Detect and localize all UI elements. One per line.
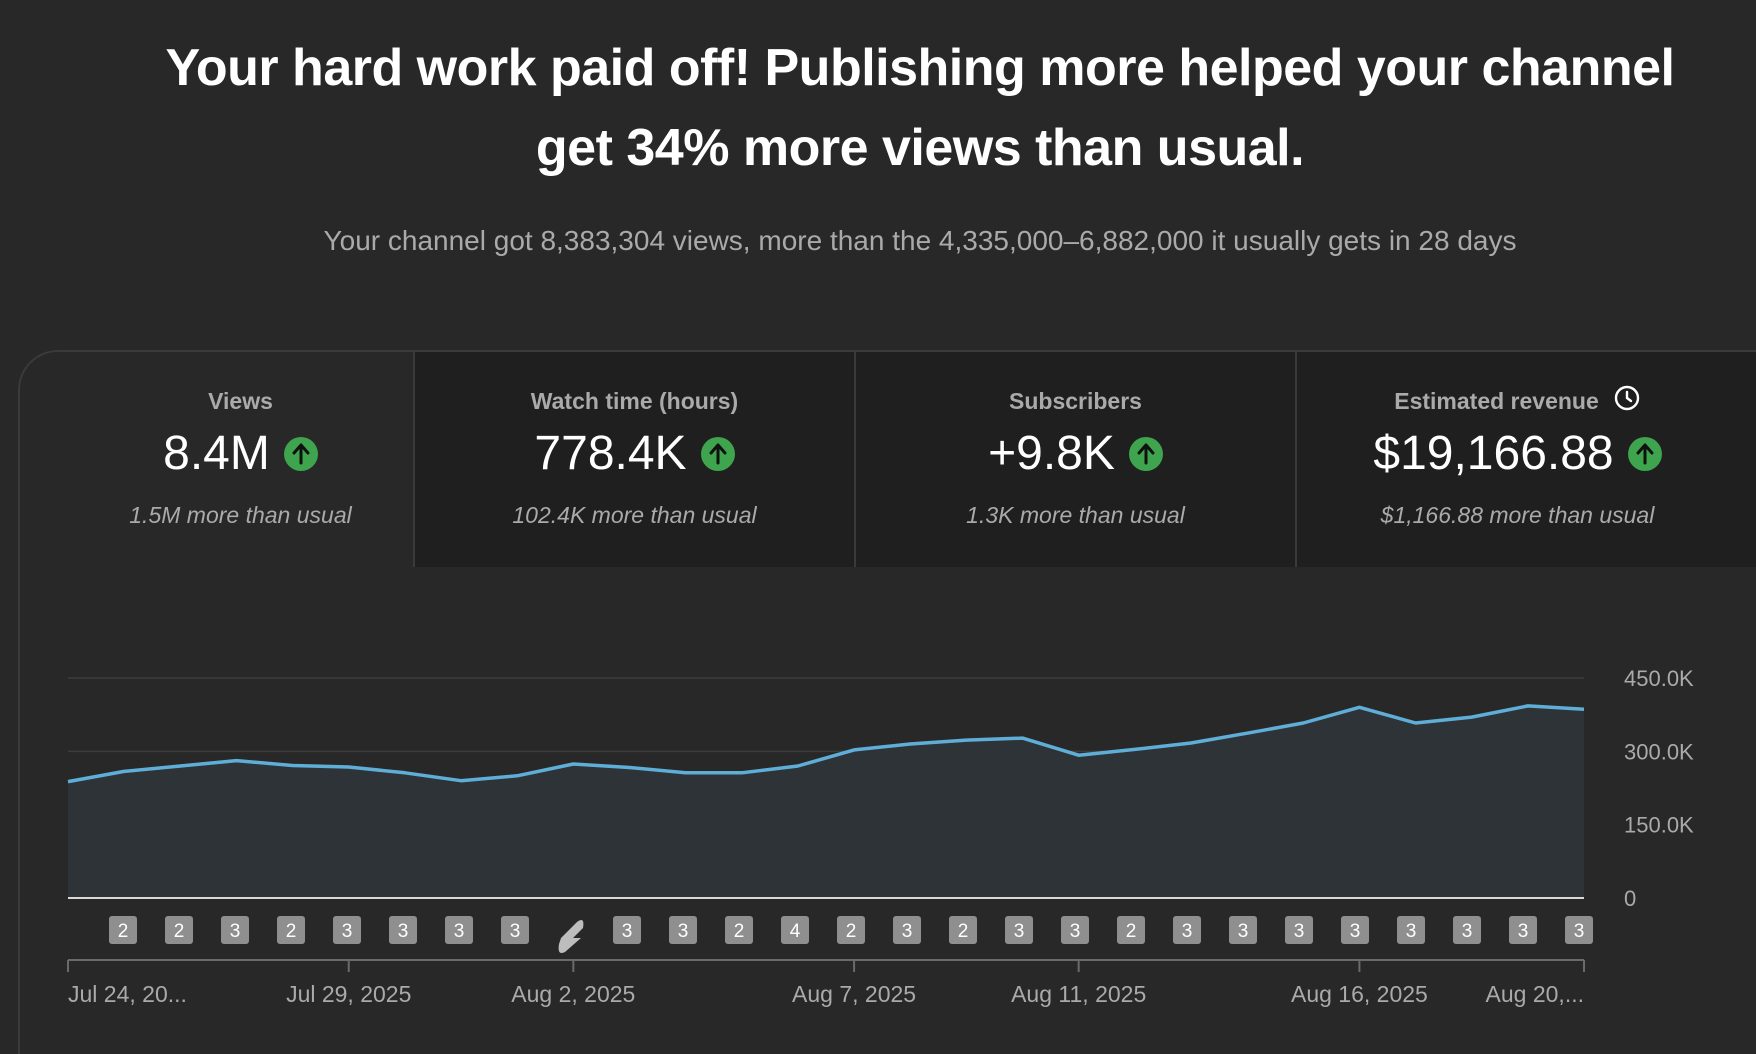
data-point[interactable] <box>455 775 467 787</box>
tab-value-row: 778.4K <box>415 426 854 481</box>
tab-note: 1.5M more than usual <box>129 502 352 528</box>
upload-badge[interactable] <box>109 916 137 944</box>
tab-label-row: Estimated revenue <box>1297 385 1738 418</box>
data-point[interactable] <box>623 761 635 773</box>
upload-badge[interactable] <box>893 916 921 944</box>
data-point[interactable] <box>1241 727 1253 739</box>
arrow-up-icon <box>1128 436 1163 471</box>
upload-badge[interactable] <box>949 916 977 944</box>
tab-views[interactable]: Views 8.4M 1.5M more than usual <box>20 352 461 567</box>
upload-badge[interactable] <box>1341 916 1369 944</box>
data-point[interactable] <box>904 738 916 750</box>
arrow-up-icon <box>1627 436 1662 471</box>
tab-watch-time[interactable]: Watch time (hours) 778.4K 102.4K more th… <box>413 352 854 567</box>
upload-badge[interactable] <box>277 916 305 944</box>
data-point[interactable] <box>680 767 692 779</box>
page-subheadline: Your channel got 8,383,304 views, more t… <box>323 225 1517 256</box>
data-point[interactable] <box>1073 749 1085 761</box>
data-point[interactable] <box>230 755 242 767</box>
upload-badge[interactable] <box>1229 916 1257 944</box>
upload-badge[interactable] <box>613 916 641 944</box>
tab-value-row: +9.8K <box>856 426 1295 481</box>
data-point[interactable] <box>399 767 411 779</box>
upload-badge[interactable] <box>1509 916 1537 944</box>
tab-estimated-revenue[interactable]: Estimated revenue $19,166.88 $1,166.88 m… <box>1295 352 1756 567</box>
shorts-icon[interactable] <box>558 920 584 953</box>
upload-badge[interactable] <box>333 916 361 944</box>
data-point[interactable] <box>1578 703 1590 715</box>
clock-icon[interactable] <box>1613 384 1641 418</box>
upload-badge[interactable] <box>781 916 809 944</box>
tab-note: 1.3K more than usual <box>966 502 1185 528</box>
data-point[interactable] <box>1185 737 1197 749</box>
upload-badge[interactable] <box>389 916 417 944</box>
data-point[interactable] <box>1017 732 1029 744</box>
tab-value-row: $19,166.88 <box>1297 426 1738 481</box>
upload-badge[interactable] <box>445 916 473 944</box>
data-point[interactable] <box>62 776 74 788</box>
data-point[interactable] <box>1466 711 1478 723</box>
upload-badge[interactable] <box>725 916 753 944</box>
upload-badge[interactable] <box>1173 916 1201 944</box>
data-point[interactable] <box>567 758 579 770</box>
tab-label: Views <box>208 388 273 414</box>
upload-badge[interactable] <box>221 916 249 944</box>
upload-badge[interactable] <box>1117 916 1145 944</box>
upload-badge[interactable] <box>1397 916 1425 944</box>
upload-badge[interactable] <box>1005 916 1033 944</box>
tab-value: +9.8K <box>988 427 1115 480</box>
upload-badge[interactable] <box>1061 916 1089 944</box>
data-point[interactable] <box>1129 743 1141 755</box>
data-point[interactable] <box>118 765 130 777</box>
tab-value: 778.4K <box>534 427 687 480</box>
data-point[interactable] <box>511 770 523 782</box>
data-point[interactable] <box>343 761 355 773</box>
tab-note: $1,166.88 more than usual <box>1380 502 1655 528</box>
data-point[interactable] <box>960 734 972 746</box>
data-point[interactable] <box>792 760 804 772</box>
upload-badge[interactable] <box>501 916 529 944</box>
metric-tabs: Views 8.4M 1.5M more than usual Watch ti… <box>20 352 1756 567</box>
upload-badge[interactable] <box>837 916 865 944</box>
headline-line-2: get 34% more views than usual. <box>535 119 1305 177</box>
tab-note: 102.4K more than usual <box>512 502 757 528</box>
upload-badge[interactable] <box>1453 916 1481 944</box>
data-point[interactable] <box>1410 717 1422 729</box>
data-point[interactable] <box>174 760 186 772</box>
headline-line-1: Your hard work paid off! Publishing more… <box>165 39 1675 97</box>
page-headline: Your hard work paid off! Publishing more… <box>120 28 1720 188</box>
upload-badge[interactable] <box>669 916 697 944</box>
data-point[interactable] <box>1522 700 1534 712</box>
tab-value-row: 8.4M <box>20 426 461 481</box>
data-point[interactable] <box>1297 717 1309 729</box>
upload-badge[interactable] <box>1285 916 1313 944</box>
data-point[interactable] <box>1353 701 1365 713</box>
data-point[interactable] <box>848 744 860 756</box>
upload-badge[interactable] <box>1565 916 1593 944</box>
data-point[interactable] <box>736 767 748 779</box>
upload-badge[interactable] <box>165 916 193 944</box>
tab-label: Subscribers <box>1009 388 1142 414</box>
data-point[interactable] <box>287 760 299 772</box>
tab-content: Estimated revenue $19,166.88 $1,166.88 m… <box>1297 352 1738 567</box>
tab-value: $19,166.88 <box>1373 427 1614 480</box>
metrics-card: Views 8.4M 1.5M more than usual Watch ti… <box>18 350 1756 1054</box>
arrow-up-icon <box>283 436 318 471</box>
tab-value: 8.4M <box>163 427 270 480</box>
arrow-up-icon <box>700 436 735 471</box>
tab-label: Estimated revenue <box>1394 388 1599 415</box>
tab-label: Watch time (hours) <box>530 388 739 414</box>
tab-subscribers[interactable]: Subscribers +9.8K 1.3K more than usual <box>854 352 1295 567</box>
